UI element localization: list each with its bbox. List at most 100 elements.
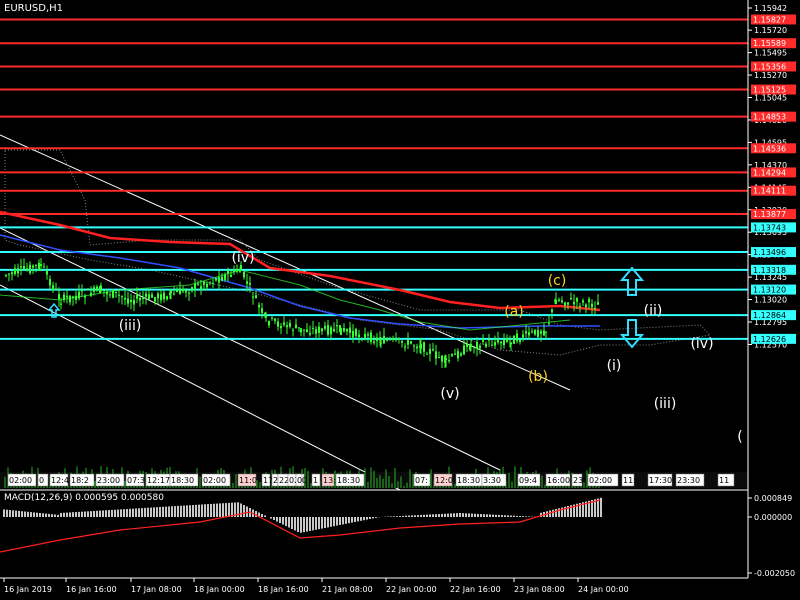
price-tick-label: 1.12795 (754, 318, 787, 327)
candle-body (103, 290, 105, 292)
candle-body (145, 293, 147, 297)
support-level-badge-label: 1.12864 (753, 311, 786, 320)
candle-body (188, 292, 190, 294)
candle-body (564, 302, 566, 306)
candle-body (519, 339, 521, 342)
candle-body (32, 265, 34, 268)
time-box (517, 473, 541, 487)
candle-body (355, 328, 357, 336)
time-tick-label: 23 Jan 08:00 (514, 585, 565, 594)
candle-body (96, 286, 98, 290)
price-tick-label: 1.13245 (754, 273, 787, 282)
candle-body (292, 329, 294, 331)
moving-average-red (0, 210, 601, 312)
candle-body (130, 299, 132, 303)
candle-body (537, 330, 539, 337)
candle-body (432, 349, 434, 351)
time-box (261, 473, 271, 487)
wave-label: (i) (607, 358, 622, 374)
time-box (433, 473, 453, 487)
candle-body (548, 322, 550, 324)
candle-body (185, 289, 187, 293)
support-level-badge-label: 1.13318 (753, 266, 786, 275)
candle-body (567, 302, 569, 305)
candle-body (482, 338, 484, 342)
candle-body (500, 341, 502, 344)
candle-body (457, 351, 459, 359)
resistance-level-badge (751, 61, 796, 72)
symbol-label: EURUSD,H1 (4, 3, 64, 14)
candle-body (106, 291, 108, 295)
candle-body (448, 360, 450, 362)
time-box-label: 12:0 (435, 476, 453, 485)
candle-body (93, 287, 95, 292)
time-box-label: 3:30 (483, 476, 501, 485)
time-box-label: 11: (623, 476, 636, 485)
candle-body (561, 300, 563, 303)
candle-body (579, 305, 581, 307)
candle-body (286, 325, 288, 328)
candle-body (336, 325, 338, 327)
candle-body (435, 351, 437, 359)
time-box-label: 17: (263, 476, 276, 485)
time-box (545, 473, 571, 487)
candle-body (246, 281, 248, 284)
candle-body (170, 290, 172, 294)
candle-body (395, 337, 397, 341)
candle-body (194, 283, 196, 290)
candle-body (151, 294, 153, 298)
wave-label: (v) (440, 386, 459, 402)
candle-body (531, 331, 533, 333)
time-box (237, 473, 257, 487)
candle-body (271, 317, 273, 319)
candle-body (506, 338, 508, 342)
time-box (95, 473, 125, 487)
candle-body (324, 325, 326, 329)
candle-body (582, 300, 584, 303)
candle-body (55, 288, 57, 290)
candle-body (166, 296, 168, 300)
candle-body (182, 288, 184, 292)
resistance-level-badge (751, 185, 796, 196)
candle-body (309, 332, 311, 335)
time-tick-label: 17 Jan 08:00 (131, 585, 182, 594)
channel-line (0, 227, 501, 471)
support-level-badge-label: 1.13496 (753, 248, 786, 257)
candle-body (545, 331, 547, 333)
candle-body (58, 294, 60, 300)
time-tick-label: 18 Jan 16:00 (258, 585, 309, 594)
candle-body (438, 356, 440, 358)
candle-body (60, 303, 62, 305)
time-box (321, 473, 335, 487)
candle-body (277, 321, 279, 327)
candle-body (441, 355, 443, 362)
candle-body (109, 294, 111, 296)
time-box (571, 473, 583, 487)
candle-body (75, 295, 77, 300)
candle-body (206, 283, 208, 288)
candle-body (72, 296, 74, 298)
candle-body (386, 340, 388, 342)
candle-body (173, 293, 175, 295)
price-tick-label: 1.12570 (754, 340, 787, 349)
candle-body (485, 343, 487, 347)
candle-body (261, 308, 263, 313)
time-box (717, 473, 735, 487)
candle-body (157, 293, 159, 299)
candle-body (236, 268, 238, 272)
candle-body (555, 300, 557, 305)
resistance-level-badge-label: 1.14111 (753, 187, 786, 196)
macd-label: MACD(12,26,9) 0.000595 0.000580 (4, 493, 164, 503)
candle-body (115, 291, 117, 294)
candle-body (380, 342, 382, 344)
macd-tick-label: 0.000849 (754, 494, 792, 503)
candle-body (289, 322, 291, 327)
candle-body (295, 324, 297, 329)
resistance-level-badge-label: 1.14536 (753, 144, 786, 153)
candle-body (29, 264, 31, 273)
candle-body (454, 353, 456, 355)
time-box-label: 07: (415, 476, 428, 485)
candle-body (340, 327, 342, 335)
candle-body (445, 358, 447, 361)
